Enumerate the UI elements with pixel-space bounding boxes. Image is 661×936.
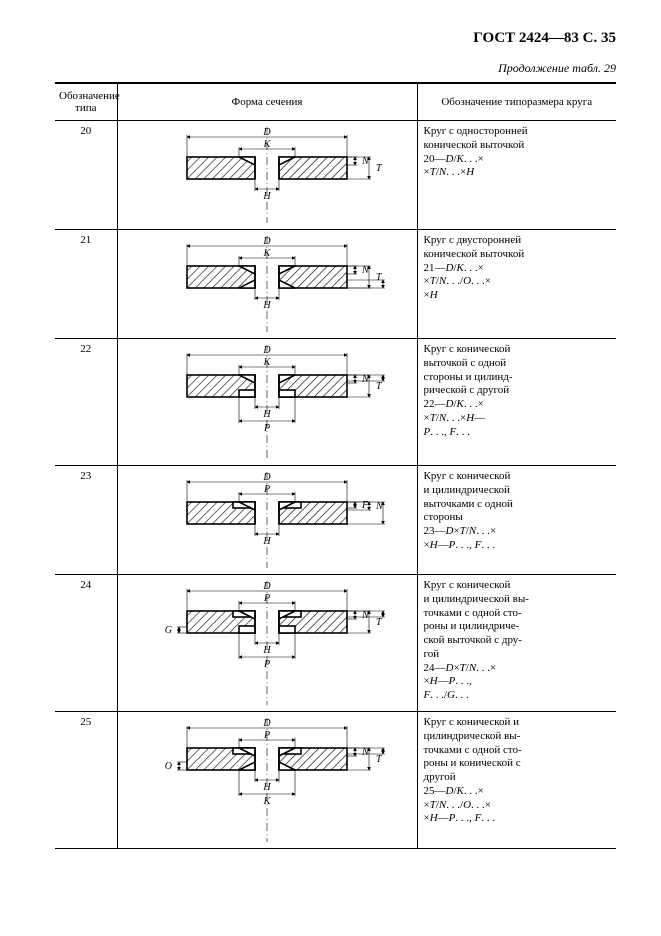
svg-text:O: O: [165, 761, 172, 772]
svg-text:D: D: [262, 127, 271, 138]
svg-text:H: H: [262, 645, 271, 656]
table-row: 20 KD H NT Круг с одностороннейконической вы…: [55, 121, 616, 230]
table-row: 23PDHFNTКруг с коническойи цилиндрическо…: [55, 466, 616, 575]
svg-text:P: P: [263, 484, 270, 495]
section-diagram: KD H NT: [117, 121, 417, 230]
svg-text:D: D: [262, 581, 271, 592]
type-id: 24: [55, 575, 117, 712]
svg-text:F: F: [361, 500, 369, 511]
svg-text:D: D: [262, 718, 271, 729]
svg-text:P: P: [263, 423, 270, 434]
svg-text:H: H: [262, 300, 271, 311]
page-header: ГОСТ 2424—83 С. 35: [55, 30, 616, 47]
svg-text:H: H: [262, 782, 271, 793]
svg-text:T: T: [376, 272, 383, 283]
svg-text:T: T: [376, 617, 383, 628]
svg-text:D: D: [262, 472, 271, 483]
col-header-shape: Форма сечения: [117, 83, 417, 121]
designation-text: Круг с коническойи цилиндрическойвыточка…: [417, 466, 616, 575]
section-diagram: PDHFNT: [117, 466, 417, 575]
type-id: 20: [55, 121, 117, 230]
svg-text:T: T: [376, 381, 383, 392]
svg-text:H: H: [262, 536, 271, 547]
svg-text:H: H: [262, 191, 271, 202]
type-id: 23: [55, 466, 117, 575]
svg-text:K: K: [263, 139, 272, 150]
svg-text:N: N: [375, 501, 384, 512]
svg-text:T: T: [376, 754, 383, 765]
svg-text:K: K: [263, 248, 272, 259]
type-id: 25: [55, 712, 117, 849]
section-diagram: KDHPNTF: [117, 339, 417, 466]
svg-text:G: G: [165, 625, 172, 636]
gost-table: Обозначениетипа Форма сечения Обозначени…: [55, 82, 616, 849]
svg-text:K: K: [263, 357, 272, 368]
svg-text:N: N: [361, 156, 370, 167]
table-row: 21KDHNTOКруг с двустороннейконической вы…: [55, 230, 616, 339]
type-id: 22: [55, 339, 117, 466]
designation-text: Круг с одностороннейконической выточкой2…: [417, 121, 616, 230]
table-row: 24PDHPNTFGКруг с коническойи цилиндричес…: [55, 575, 616, 712]
svg-text:N: N: [361, 610, 370, 621]
designation-text: Круг с конической ицилиндрической вы-точ…: [417, 712, 616, 849]
table-row: 25PDHKNTFOКруг с конической ицилиндричес…: [55, 712, 616, 849]
svg-text:D: D: [262, 236, 271, 247]
section-diagram: PDHPNTFG: [117, 575, 417, 712]
designation-text: Круг с коническойвыточкой с однойстороны…: [417, 339, 616, 466]
svg-text:D: D: [262, 345, 271, 356]
svg-text:K: K: [263, 796, 272, 807]
table-continuation: Продолжение табл. 29: [55, 61, 616, 76]
svg-text:T: T: [376, 163, 383, 174]
section-diagram: KDHNTO: [117, 230, 417, 339]
type-id: 21: [55, 230, 117, 339]
svg-text:N: N: [361, 747, 370, 758]
table-row: 22KDHPNTFКруг с коническойвыточкой с одн…: [55, 339, 616, 466]
svg-text:H: H: [262, 409, 271, 420]
designation-text: Круг с двустороннейконической выточкой21…: [417, 230, 616, 339]
designation-text: Круг с коническойи цилиндрической вы-точ…: [417, 575, 616, 712]
svg-text:P: P: [263, 593, 270, 604]
col-header-desc: Обозначение типоразмера круга: [417, 83, 616, 121]
section-diagram: PDHKNTFO: [117, 712, 417, 849]
svg-text:N: N: [361, 265, 370, 276]
svg-text:P: P: [263, 730, 270, 741]
svg-text:P: P: [263, 659, 270, 670]
svg-text:N: N: [361, 374, 370, 385]
col-header-type: Обозначениетипа: [55, 83, 117, 121]
